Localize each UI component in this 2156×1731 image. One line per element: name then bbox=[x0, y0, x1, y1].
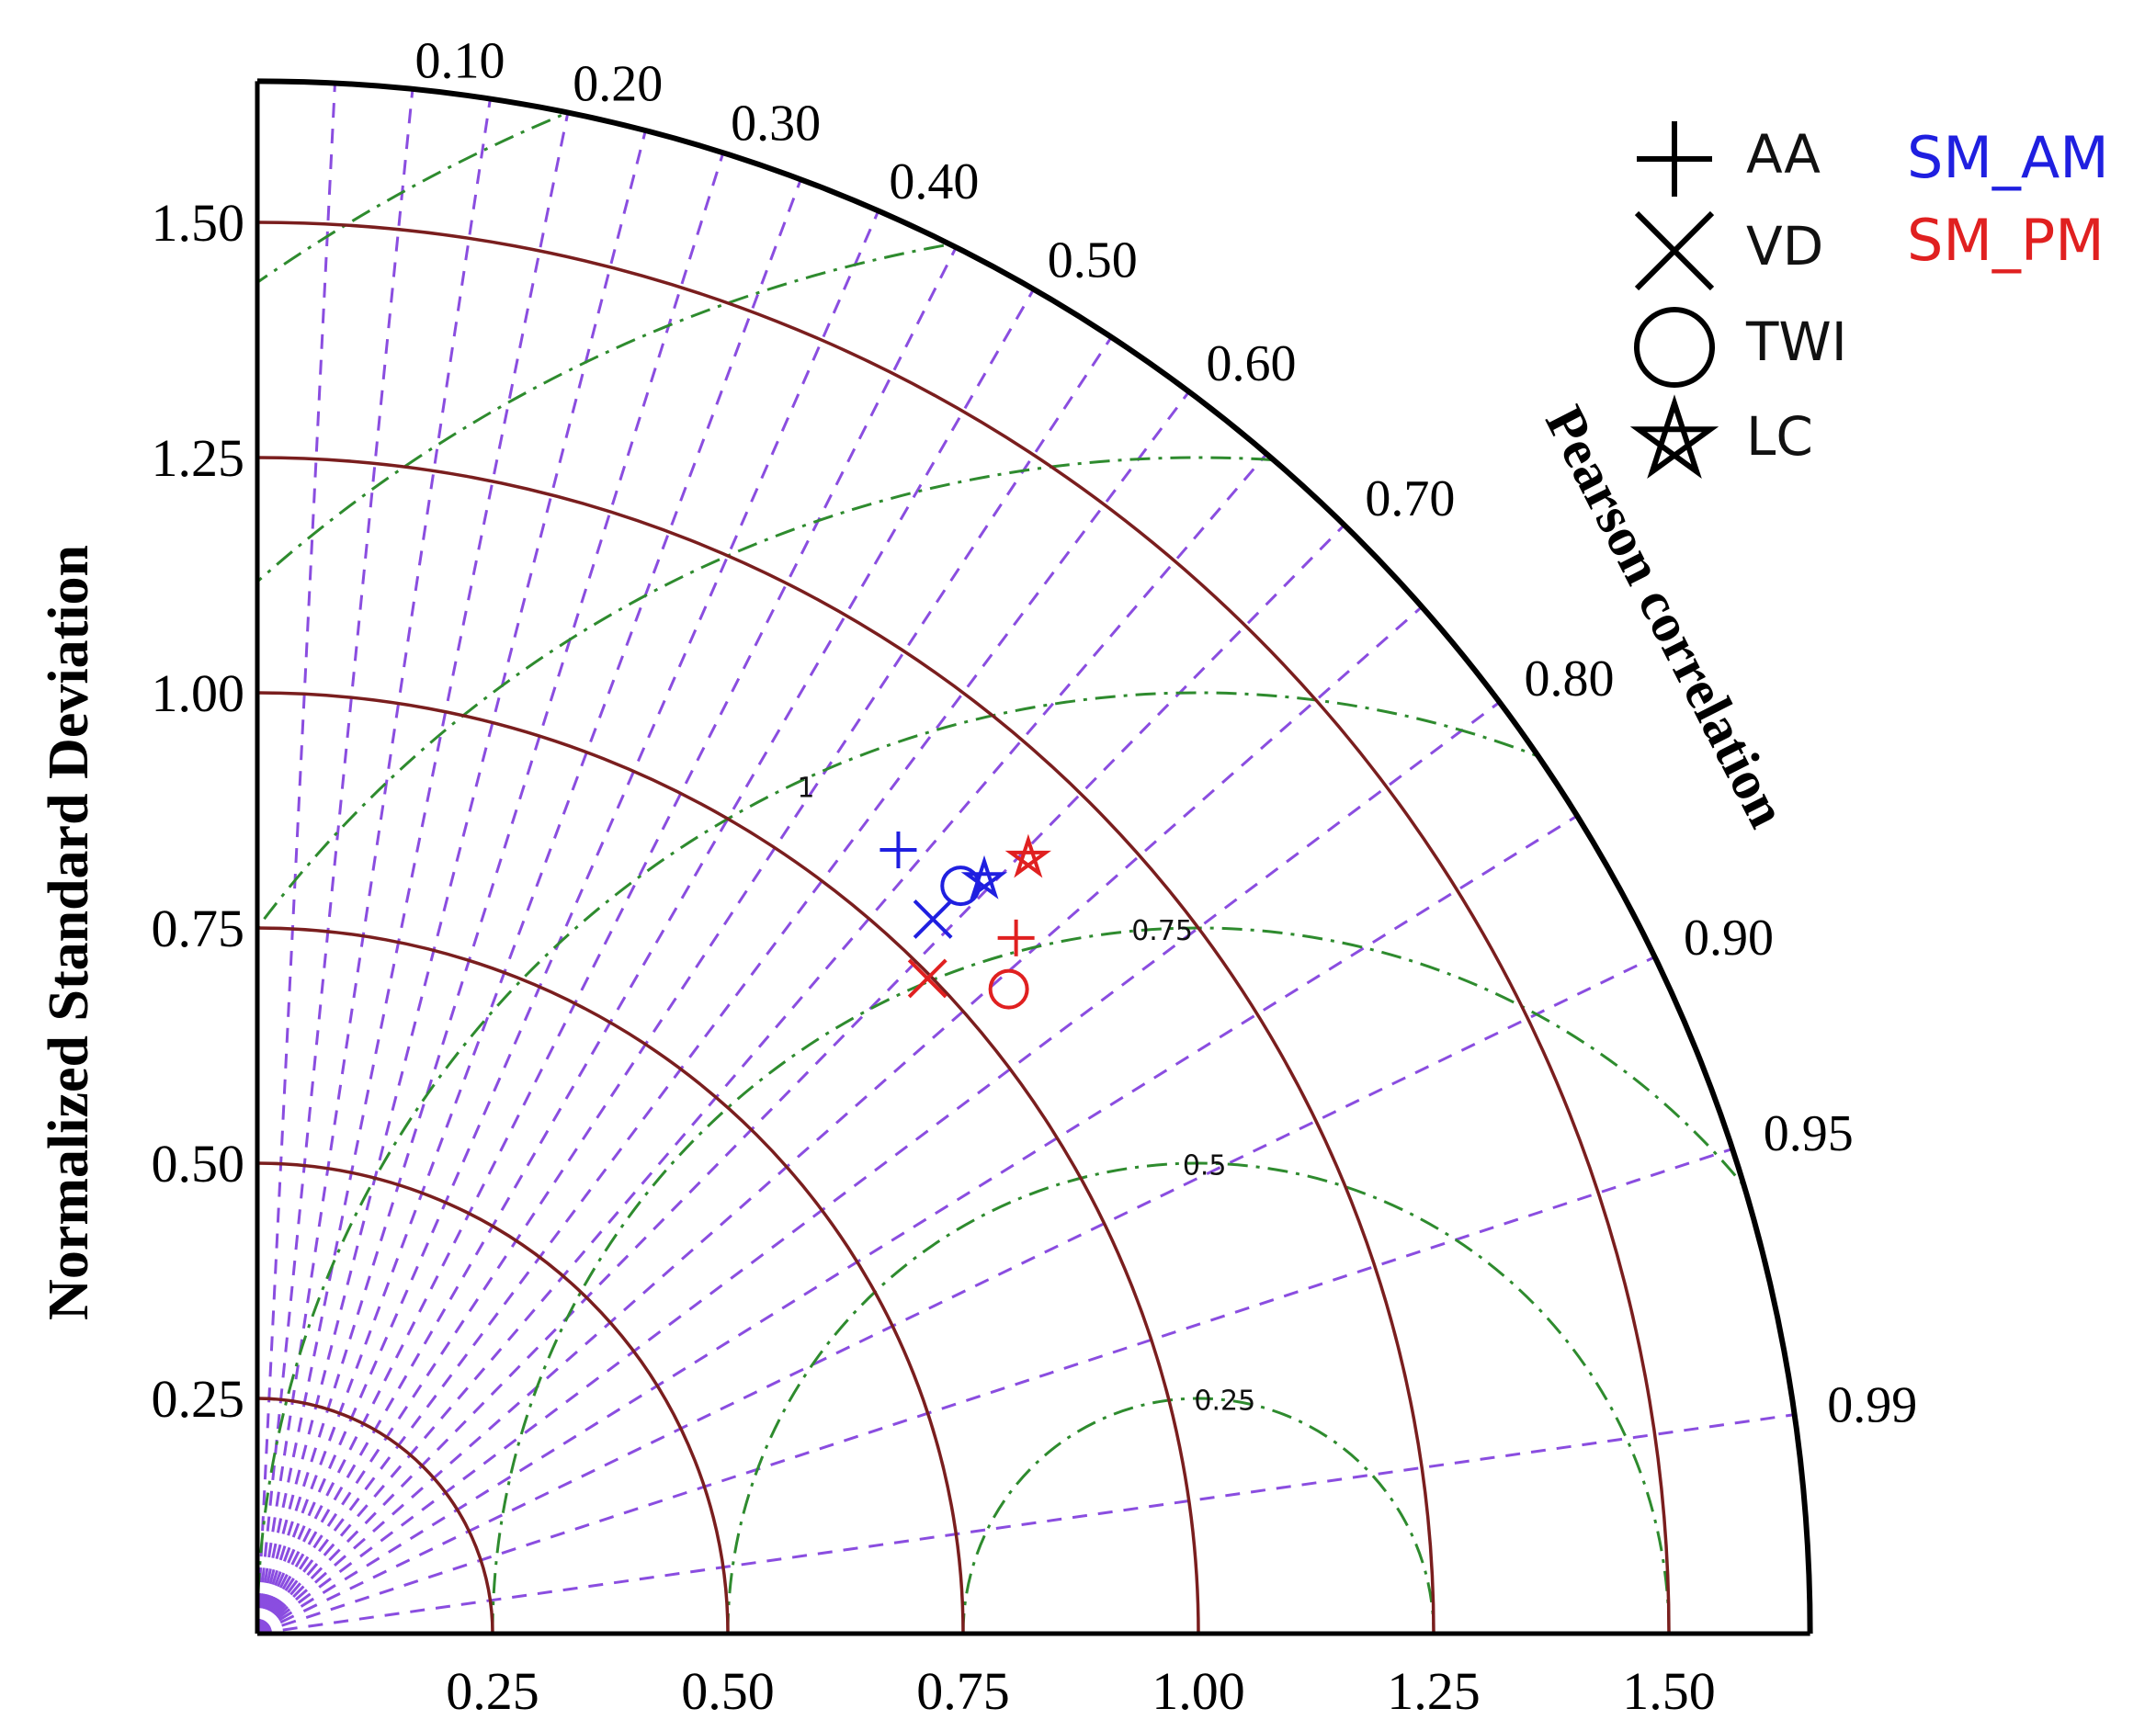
rmsd-arc-1 bbox=[726, 1161, 1671, 1634]
legend-label-vd: VD bbox=[1746, 215, 1823, 277]
corr-tick-label-4: 0.50 bbox=[1048, 232, 1138, 289]
correlation-line-12 bbox=[255, 453, 1268, 1635]
legend-marker-aa bbox=[1637, 121, 1712, 197]
y-axis-label: Normalized Standard Deviation bbox=[38, 545, 100, 1320]
data-point-sm-pm-vd-d2 bbox=[907, 958, 948, 999]
corr-tick-label-3: 0.40 bbox=[889, 153, 979, 210]
correlation-line-6 bbox=[255, 178, 802, 1635]
y-tick-label-2: 0.75 bbox=[152, 899, 245, 958]
data-point-sm-pm-twi-ring bbox=[988, 968, 1029, 1010]
y-tick-label-4: 1.25 bbox=[152, 428, 245, 488]
corr-tick-label-2: 0.30 bbox=[731, 96, 821, 153]
y-tick-label-0: 0.25 bbox=[152, 1369, 245, 1429]
std-arc-3 bbox=[256, 691, 1200, 1635]
legend-label-twi: TWI bbox=[1745, 311, 1847, 373]
correlation-line-11 bbox=[255, 390, 1190, 1635]
correlation-line-5 bbox=[255, 152, 725, 1635]
legend-marker-vd-d2 bbox=[1634, 210, 1715, 291]
x-tick-label-4: 1.25 bbox=[1387, 1661, 1481, 1721]
rmsd-label-0: 0.25 bbox=[1194, 1385, 1255, 1417]
y-tick-label-1: 0.50 bbox=[152, 1134, 245, 1194]
data-point-sm-am-vd bbox=[913, 899, 953, 939]
x-tick-label-5: 1.50 bbox=[1622, 1661, 1716, 1721]
corr-tick-label-10: 0.99 bbox=[1827, 1376, 1917, 1433]
correlation-line-17 bbox=[256, 956, 1656, 1635]
correlation-line-9 bbox=[255, 288, 1036, 1635]
correlation-line-4 bbox=[255, 130, 647, 1635]
corr-tick-label-7: 0.80 bbox=[1525, 651, 1615, 707]
x-tick-label-0: 0.25 bbox=[446, 1661, 539, 1721]
rmsd-arc-0 bbox=[961, 1397, 1435, 1634]
correlation-line-3 bbox=[255, 112, 570, 1635]
rmsd-label-1: 0.5 bbox=[1183, 1150, 1227, 1182]
data-point-sm-am-twi-ring bbox=[940, 866, 982, 907]
corr-tick-label-5: 0.60 bbox=[1206, 335, 1296, 392]
legend-marker-vd bbox=[1634, 210, 1715, 291]
legend: AA VD TWI LC SM_AM SM_PM bbox=[1629, 121, 2109, 480]
x-tick-label-3: 1.00 bbox=[1152, 1661, 1245, 1721]
legend-label-aa: AA bbox=[1746, 123, 1821, 186]
data-point-sm-am-aa bbox=[879, 832, 917, 869]
data-point-sm-pm-lc-shape bbox=[1004, 833, 1052, 878]
std-arc-2 bbox=[256, 926, 965, 1635]
legend-marker-twi bbox=[1634, 307, 1715, 388]
data-point-sm-am-twi bbox=[940, 866, 982, 907]
correlation-line-16 bbox=[256, 814, 1578, 1635]
correlation-line-13 bbox=[255, 524, 1345, 1635]
data-point-sm-am-lc-shape bbox=[960, 854, 1008, 899]
correlation-line-2 bbox=[255, 98, 492, 1635]
data-point-sm-pm-twi bbox=[988, 968, 1029, 1010]
std-arc-1 bbox=[256, 1161, 730, 1635]
x-tick-label-2: 0.75 bbox=[916, 1661, 1010, 1721]
grid-layer bbox=[255, 81, 1810, 1635]
rmsd-arc-4 bbox=[257, 456, 1810, 1634]
data-point-sm-am-vd-d2 bbox=[913, 899, 953, 939]
corr-tick-label-0: 0.10 bbox=[414, 33, 505, 90]
data-point-sm-pm-vd bbox=[907, 958, 948, 999]
correlation-line-1 bbox=[255, 88, 414, 1635]
correlation-line-10 bbox=[255, 336, 1113, 1635]
correlation-line-8 bbox=[255, 246, 958, 1635]
data-point-sm-am-lc bbox=[960, 854, 1008, 899]
legend-series-sm-am: SM_AM bbox=[1907, 124, 2109, 191]
std-arc-4 bbox=[256, 456, 1435, 1635]
corr-tick-label-9: 0.95 bbox=[1764, 1105, 1854, 1162]
correlation-line-0 bbox=[255, 83, 336, 1635]
data-points-layer bbox=[879, 832, 1052, 1010]
x-tick-label-1: 0.50 bbox=[681, 1661, 775, 1721]
legend-label-lc: LC bbox=[1746, 405, 1813, 468]
data-point-sm-pm-lc bbox=[1004, 833, 1052, 878]
correlation-line-14 bbox=[256, 605, 1424, 1635]
correlation-line-15 bbox=[256, 701, 1501, 1635]
std-arc-5 bbox=[256, 221, 1671, 1635]
data-point-sm-pm-aa bbox=[997, 919, 1035, 956]
correlation-line-18 bbox=[256, 1147, 1733, 1635]
legend-markers bbox=[1629, 121, 1719, 480]
legend-series-sm-pm: SM_PM bbox=[1907, 207, 2105, 274]
corr-tick-label-1: 0.20 bbox=[573, 56, 663, 113]
rmsd-label-3: 1 bbox=[797, 773, 814, 805]
rmsd-label-2: 0.75 bbox=[1131, 915, 1193, 947]
corr-tick-label-6: 0.70 bbox=[1365, 470, 1455, 527]
corr-tick-label-8: 0.90 bbox=[1684, 910, 1774, 967]
outer-arc bbox=[256, 78, 1813, 1635]
std-arc-0 bbox=[256, 1397, 494, 1635]
correlation-line-7 bbox=[255, 209, 880, 1635]
correlation-line-19 bbox=[256, 1413, 1795, 1635]
frame-layer bbox=[255, 78, 1813, 1636]
y-tick-label-5: 1.50 bbox=[152, 193, 245, 253]
legend-marker-lc bbox=[1629, 394, 1719, 480]
tick-labels-layer: 0.25 0.5 0.75 1 0.25 0.25 0.50 0.50 0.75 0.75 1.00… bbox=[152, 33, 1918, 1721]
y-tick-label-3: 1.00 bbox=[152, 663, 245, 723]
legend-marker-twi-ring bbox=[1634, 307, 1715, 388]
legend-marker-lc-shape bbox=[1629, 394, 1719, 480]
